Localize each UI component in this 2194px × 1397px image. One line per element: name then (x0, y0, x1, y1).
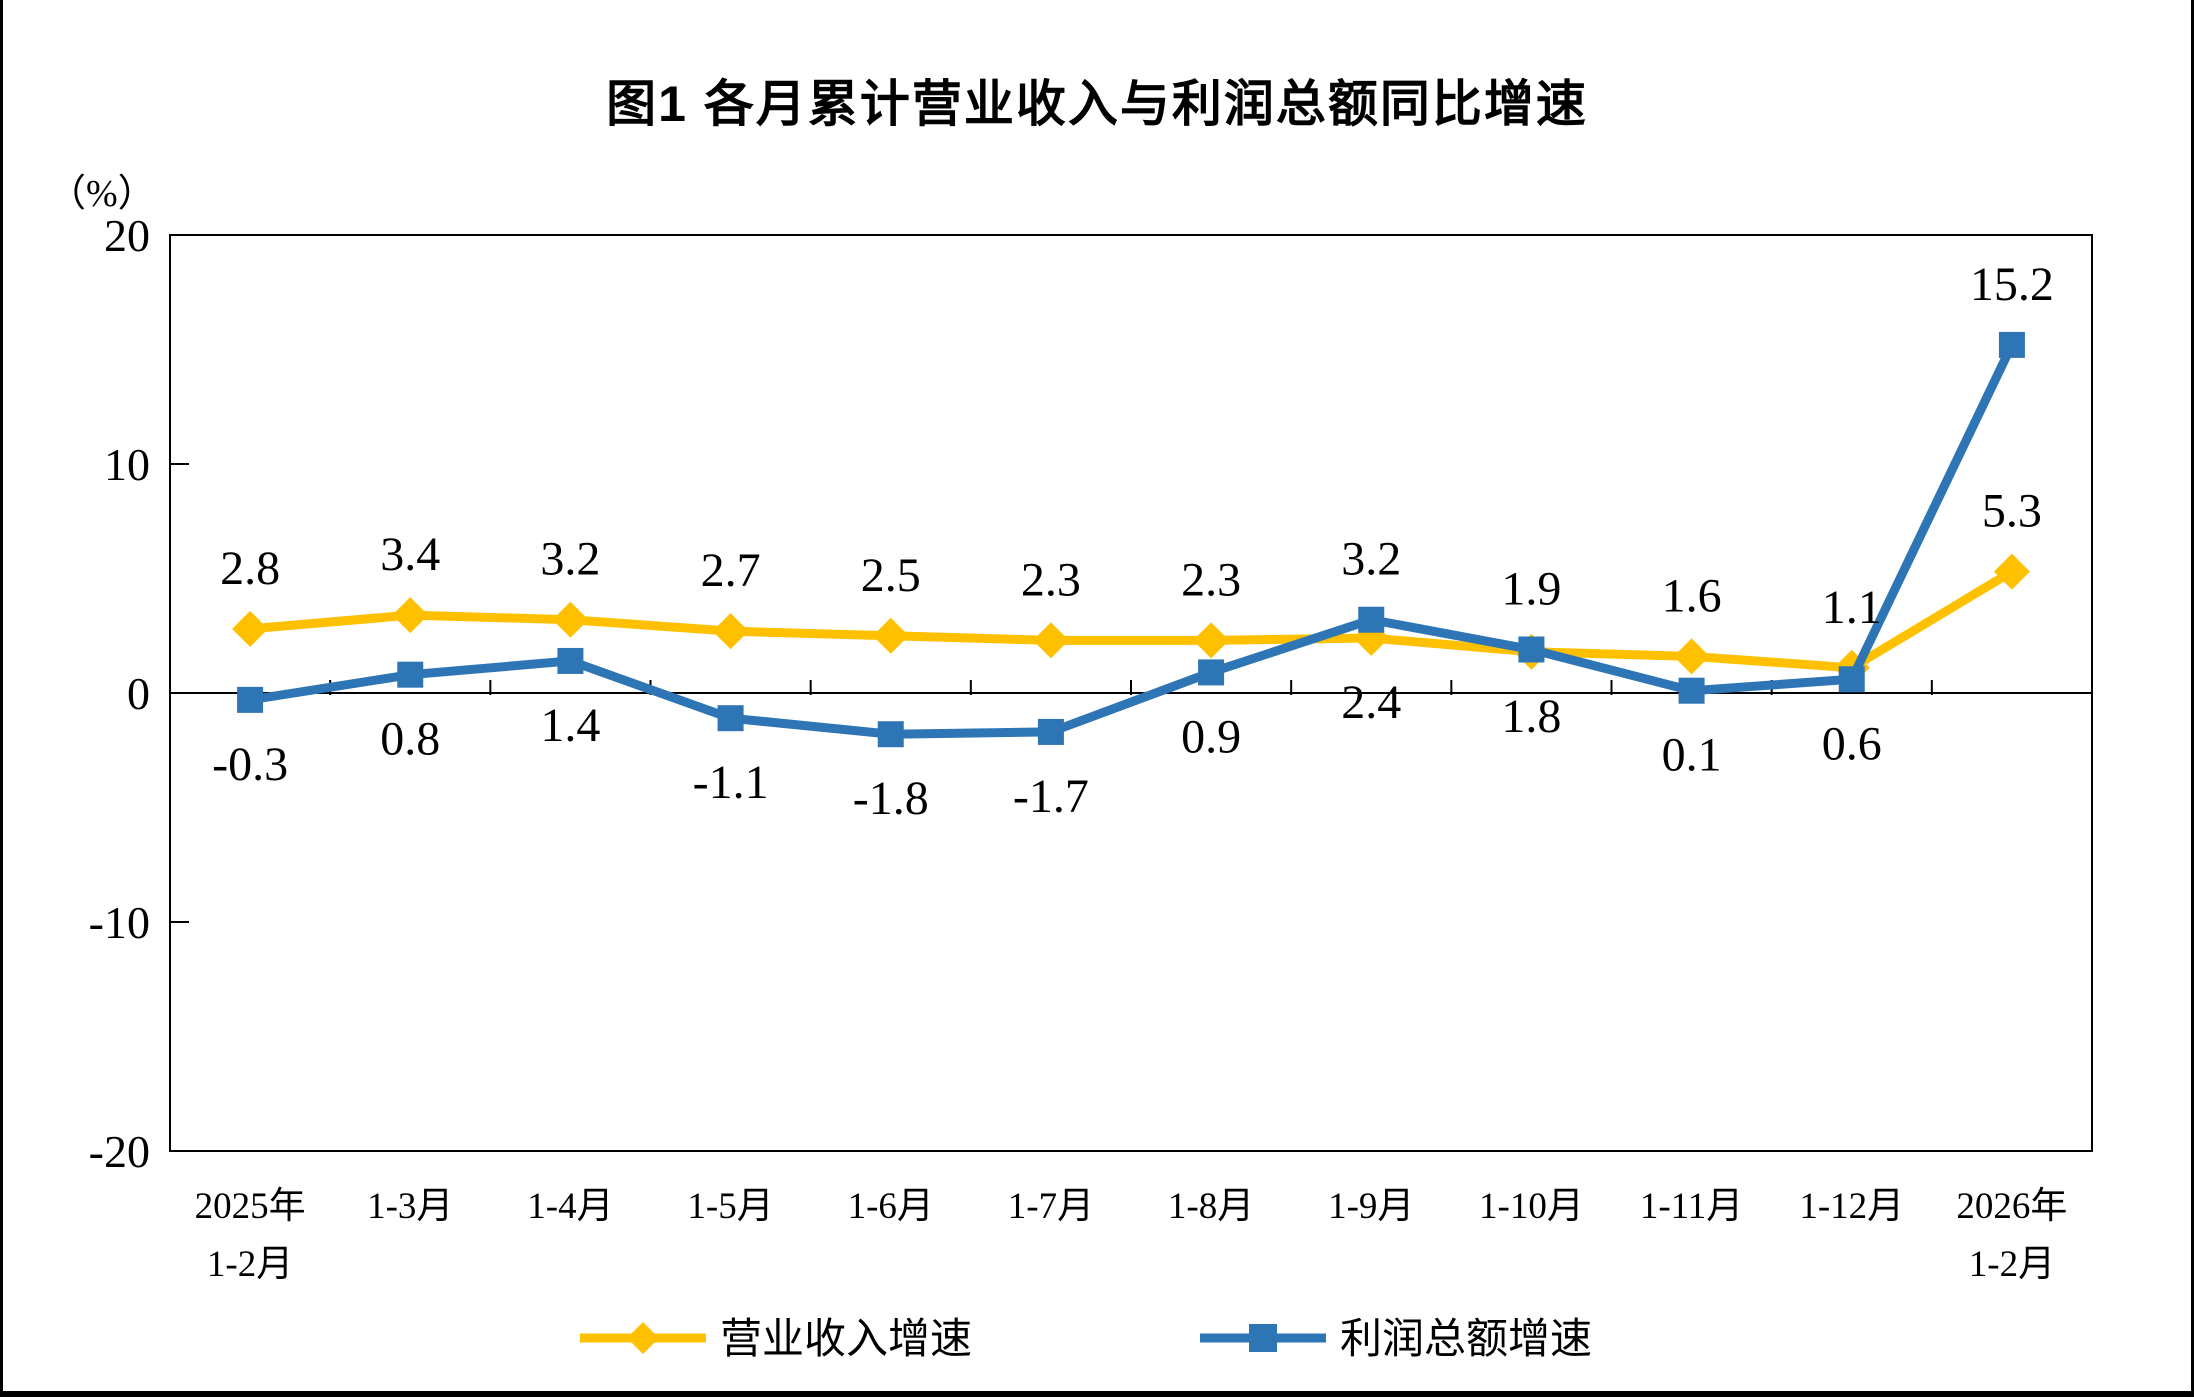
profit-growth-marker (557, 647, 584, 674)
revenue-growth-data-label: 3.4 (380, 528, 440, 581)
profit-growth-marker (1678, 677, 1705, 704)
profit-growth-data-label: 3.2 (1341, 533, 1401, 586)
figure-frame-bottom (0, 1391, 2194, 1397)
revenue-growth-marker (1993, 553, 2030, 590)
profit-growth-marker (1037, 718, 1064, 745)
profit-growth-data-label: 0.6 (1822, 717, 1882, 770)
profit-growth-data-label: 15.2 (1970, 258, 2054, 311)
x-axis-category-label: 1-9月 (1328, 1186, 1414, 1227)
x-axis-category-label: 1-11月 (1640, 1186, 1743, 1227)
profit-growth-data-label: 0.8 (380, 713, 440, 766)
legend-revenue-growth-label: 营业收入增速 (720, 1317, 972, 1363)
profit-growth-marker (717, 705, 744, 732)
profit-growth-data-label: -1.8 (853, 772, 929, 825)
x-axis-category-label: 1-4月 (527, 1186, 613, 1227)
figure-frame-left (0, 0, 3, 1397)
legend-profit-growth-marker-icon (1249, 1324, 1277, 1352)
revenue-growth-data-label: 3.2 (540, 533, 600, 586)
profit-growth-data-label: 1.9 (1501, 562, 1561, 615)
profit-growth-data-label: -1.7 (1013, 770, 1089, 823)
revenue-growth-data-label: 1.8 (1501, 690, 1561, 743)
revenue-growth-marker (1193, 622, 1230, 659)
revenue-growth-data-label: 2.5 (861, 549, 921, 602)
x-axis-category-label: 1-6月 (848, 1186, 934, 1227)
revenue-growth-marker (232, 610, 269, 647)
x-axis-category-label: 1-2月 (1969, 1244, 2055, 1285)
profit-growth-data-label: -0.3 (212, 738, 288, 791)
y-axis-tick-label: -10 (89, 897, 150, 948)
x-axis-category-label: 1-7月 (1008, 1186, 1094, 1227)
profit-growth-data-label: -1.1 (693, 756, 769, 809)
x-axis-category-label: 2026年 (1956, 1185, 2067, 1227)
x-axis-category-label: 2025年 (195, 1185, 306, 1227)
profit-growth-marker (1358, 606, 1385, 633)
revenue-growth-data-label: 2.4 (1341, 676, 1401, 729)
x-axis-category-label: 1-10月 (1479, 1186, 1584, 1227)
revenue-growth-marker (392, 597, 429, 634)
revenue-growth-data-label: 1.1 (1822, 581, 1882, 634)
revenue-growth-marker (552, 601, 589, 638)
y-axis-tick-label: 20 (104, 210, 150, 261)
revenue-growth-line (249, 567, 2015, 673)
revenue-growth-data-label: 2.7 (701, 544, 761, 597)
profit-growth-data-label: 1.4 (540, 699, 600, 752)
profit-growth-marker (397, 661, 424, 688)
revenue-growth-data-label: 2.3 (1021, 553, 1081, 606)
profit-growth-data-label: 0.1 (1662, 729, 1722, 782)
revenue-growth-data-label: 2.3 (1181, 553, 1241, 606)
profit-growth-data-label: 0.9 (1181, 710, 1241, 763)
x-axis-category-label: 1-8月 (1168, 1186, 1254, 1227)
profit-growth-marker (1838, 666, 1865, 693)
y-axis-tick-label: 10 (104, 439, 150, 490)
profit-growth-marker (877, 721, 904, 748)
legend-revenue-growth-marker-icon (627, 1322, 659, 1354)
profit-growth-marker (237, 686, 264, 713)
revenue-growth-marker (1673, 638, 1710, 675)
revenue-growth-data-label: 1.6 (1662, 569, 1722, 622)
y-axis-unit-label: （%） (48, 173, 156, 215)
revenue-growth-marker (1032, 622, 1069, 659)
profit-growth-marker (1518, 636, 1545, 663)
profit-growth-marker (1998, 331, 2025, 358)
legend-profit-growth-label: 利润总额增速 (1340, 1317, 1592, 1363)
x-axis-category-label: 1-12月 (1799, 1186, 1904, 1227)
x-axis-category-label: 1-2月 (207, 1244, 293, 1285)
revenue-growth-marker (712, 613, 749, 650)
y-axis-tick-label: 0 (127, 668, 150, 719)
chart-title: 图1 各月累计营业收入与利润总额同比增速 (606, 76, 1588, 132)
x-axis-category-label: 1-3月 (367, 1186, 453, 1227)
x-axis-category-label: 1-5月 (687, 1186, 773, 1227)
y-axis-tick-label: -20 (89, 1126, 150, 1177)
profit-growth-marker (1198, 659, 1225, 686)
revenue-growth-marker (872, 617, 909, 654)
revenue-growth-data-label: 2.8 (220, 542, 280, 595)
profit-growth-line (249, 342, 2016, 739)
revenue-growth-data-label: 5.3 (1982, 485, 2042, 538)
figure-frame-right (2191, 0, 2194, 1397)
